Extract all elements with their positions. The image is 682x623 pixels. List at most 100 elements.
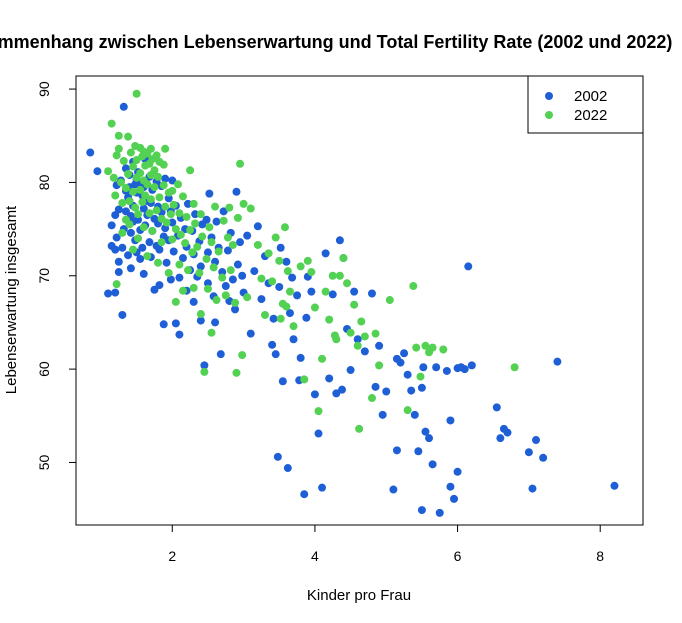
point-2022 (154, 172, 163, 181)
point-2002 (421, 427, 430, 436)
point-2002 (378, 410, 387, 419)
point-2022 (325, 315, 334, 324)
x-tick-label: 4 (311, 548, 319, 564)
point-2022 (239, 199, 248, 208)
point-2022 (268, 277, 277, 286)
point-2002 (302, 313, 311, 322)
point-2022 (168, 186, 177, 195)
point-2022 (225, 203, 234, 212)
point-2022 (367, 394, 376, 403)
point-2002 (271, 350, 280, 359)
point-2002 (112, 233, 121, 242)
point-2022 (161, 202, 170, 211)
point-2022 (439, 345, 448, 354)
point-2002 (216, 350, 225, 359)
point-2022 (152, 206, 161, 215)
point-2002 (446, 416, 455, 425)
point-2002 (155, 281, 164, 290)
point-2002 (175, 273, 184, 282)
y-tick-label: 60 (36, 361, 52, 377)
point-2002 (278, 377, 287, 386)
point-2022 (145, 209, 154, 218)
y-tick-label: 50 (36, 454, 52, 470)
point-2022 (132, 89, 141, 98)
point-2022 (124, 170, 133, 179)
point-2022 (314, 407, 323, 416)
point-2002 (453, 467, 462, 476)
point-2002 (289, 335, 298, 344)
point-2002 (503, 428, 512, 437)
point-2002 (524, 448, 533, 457)
point-2022 (126, 148, 135, 157)
point-2002 (496, 434, 505, 443)
legend-marker-2002 (545, 92, 553, 100)
point-2022 (129, 162, 138, 171)
point-2022 (231, 298, 240, 307)
point-2022 (375, 361, 384, 370)
point-2022 (171, 225, 180, 234)
point-2022 (111, 191, 120, 200)
y-axis: 50 60 70 80 90 (36, 81, 77, 470)
point-2002 (169, 247, 178, 256)
point-2002 (414, 447, 423, 456)
point-2022 (107, 119, 116, 128)
point-2022 (178, 192, 187, 201)
legend-box (527, 75, 644, 134)
point-2002 (231, 305, 240, 314)
point-2002 (539, 453, 548, 462)
point-2022 (343, 279, 352, 288)
x-axis-label: Kinder pro Frau (307, 587, 411, 604)
point-2002 (114, 205, 123, 214)
point-2022 (335, 271, 344, 280)
point-2002 (139, 269, 148, 278)
point-2002 (269, 314, 278, 323)
point-2002 (205, 189, 214, 198)
point-2002 (389, 485, 398, 494)
point-2002 (432, 363, 441, 372)
point-2002 (282, 257, 291, 266)
point-2022 (118, 228, 127, 237)
point-2022 (173, 180, 182, 189)
point-2002 (236, 238, 245, 247)
point-2002 (328, 290, 337, 299)
point-2002 (126, 264, 135, 273)
point-2022 (138, 198, 147, 207)
point-2002 (175, 330, 184, 339)
point-2022 (104, 167, 113, 176)
point-2002 (162, 258, 171, 267)
point-2002 (318, 483, 327, 492)
point-2022 (221, 291, 230, 300)
point-2002 (610, 481, 619, 490)
point-2002 (442, 366, 451, 375)
point-2022 (195, 268, 204, 277)
point-2002 (375, 341, 384, 350)
point-2002 (111, 245, 120, 254)
point-2002 (275, 282, 284, 291)
point-2022 (276, 314, 285, 323)
point-2022 (223, 233, 232, 242)
data-points (86, 89, 619, 517)
x-tick-label: 6 (454, 548, 462, 564)
point-2002 (134, 215, 143, 224)
point-2002 (285, 309, 294, 318)
point-2022 (112, 151, 121, 160)
point-2002 (307, 287, 316, 296)
point-2022 (310, 303, 319, 312)
point-2002 (492, 403, 501, 412)
point-2002 (467, 361, 476, 370)
point-2002 (150, 285, 159, 294)
point-2002 (310, 390, 319, 399)
point-2022 (188, 248, 197, 257)
point-2022 (129, 187, 138, 196)
x-tick-label: 8 (596, 548, 604, 564)
point-2002 (532, 436, 541, 445)
y-tick-label: 70 (36, 268, 52, 284)
point-2002 (145, 238, 154, 247)
point-2002 (425, 434, 434, 443)
point-2002 (321, 249, 330, 258)
point-2002 (246, 329, 255, 338)
point-2002 (268, 340, 277, 349)
point-2002 (238, 271, 247, 280)
point-2002 (553, 357, 562, 366)
point-2022 (131, 203, 140, 212)
